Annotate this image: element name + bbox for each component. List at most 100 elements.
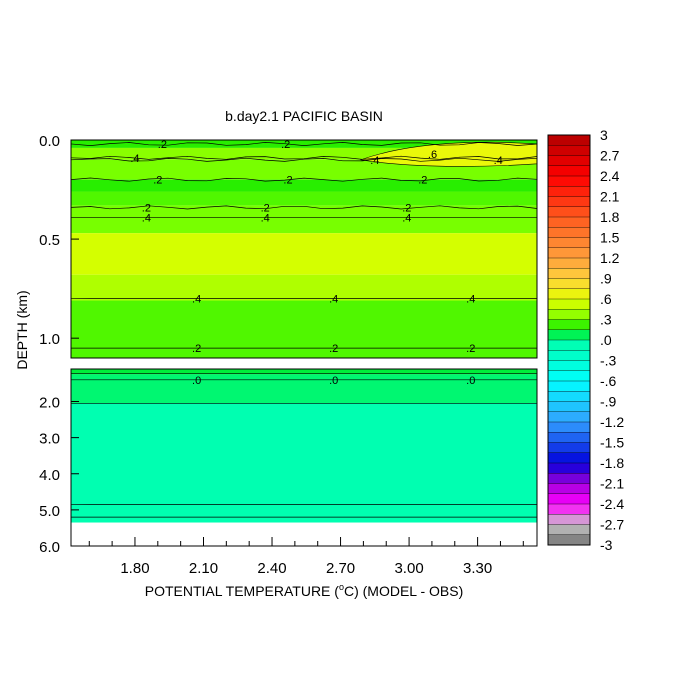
colorbar-swatch: [548, 268, 590, 279]
y-axis: 0.0 0.5 1.0 2.0 3.0 4.0 5.0 6.0: [39, 133, 79, 556]
colorbar-frame: [547, 134, 591, 546]
colorbar-swatch: [548, 514, 590, 525]
colorbar-swatch: [548, 391, 590, 402]
contour-label: .4: [494, 155, 503, 167]
colorbar-label: -3: [600, 537, 613, 553]
colorbar-swatch: [548, 401, 590, 413]
warm-patch-label: .6: [428, 149, 437, 161]
contour-label: .2: [466, 343, 475, 355]
colorbar-label: .6: [600, 291, 612, 307]
depth-band-9: [71, 369, 537, 375]
contour-line-0: [70, 142, 538, 146]
contour-label: .4: [370, 155, 379, 167]
colorbar-label: -1.2: [600, 414, 624, 430]
colorbar-swatch: [548, 473, 590, 484]
x-axis-label-degree: o: [339, 582, 344, 592]
colorbar-swatch: [548, 381, 590, 392]
colorbar-swatch: [548, 452, 590, 464]
colorbar-label: -2.7: [600, 517, 624, 533]
contour-label: .4: [466, 294, 475, 306]
colorbar-swatch: [548, 463, 590, 474]
colorbar: 3 2.7 2.4 2.1 1.8 1.5 1.2 .9 .6 .3 .0 -.3 -.6 -.9 -1.2…: [547, 127, 624, 553]
contour-line-1: [70, 155, 538, 160]
colorbar-swatch: [548, 340, 590, 351]
colorbar-swatch: [548, 165, 590, 177]
colorbar-label: .9: [600, 271, 612, 287]
colorbar-swatch: [548, 493, 590, 505]
colorbar-swatch: [548, 247, 590, 259]
colorbar-swatch: [548, 186, 590, 197]
contour-label: .4: [142, 212, 151, 224]
colorbar-label: 2.4: [600, 168, 620, 184]
contour-label: .2: [418, 175, 427, 187]
contour-label: .2: [261, 202, 270, 214]
contour-label: .4: [402, 212, 411, 224]
colorbar-swatch: [548, 442, 590, 454]
colorbar-swatch: [548, 288, 590, 300]
colorbar-label: -1.5: [600, 435, 624, 451]
colorbar-label: -2.1: [600, 476, 624, 492]
contour-label: .4: [130, 153, 139, 165]
colorbar-label: 3: [600, 127, 608, 143]
lower-panel-frame: [70, 368, 538, 547]
colorbar-label: -.6: [600, 373, 617, 389]
colorbar-label: -.3: [600, 353, 617, 369]
colorbar-swatch: [548, 309, 590, 320]
colorbar-swatch: [548, 524, 590, 536]
colorbar-swatch: [548, 206, 590, 218]
colorbar-swatch: [548, 237, 590, 249]
x-tick-label: 2.70: [326, 560, 355, 577]
colorbar-swatch: [548, 135, 590, 146]
depth-band-5: [71, 205, 537, 234]
colorbar-swatch: [548, 329, 590, 341]
contour-label: .2: [192, 343, 201, 355]
colorbar-label: 1.5: [600, 230, 620, 246]
colorbar-swatch: [548, 176, 590, 187]
contour-label: .2: [281, 139, 290, 151]
y-tick-label: 2.0: [39, 395, 60, 412]
colorbar-swatch: [548, 411, 590, 423]
contour-label: .2: [402, 202, 411, 214]
colorbar-label: .0: [600, 332, 612, 348]
depth-band-0: [71, 140, 537, 148]
y-tick-label: 0.5: [39, 232, 60, 249]
contour-label: .2: [153, 175, 162, 187]
colorbar-label: .3: [600, 312, 612, 328]
depth-band-6: [71, 233, 537, 275]
contour-label: .2: [283, 175, 292, 187]
colorbar-swatch: [548, 432, 590, 443]
contour-label: .2: [158, 139, 167, 151]
contour-line-3: [70, 177, 538, 182]
depth-band-1: [71, 147, 537, 160]
colorbar-swatch: [548, 360, 590, 372]
contour-label: .2: [329, 343, 338, 355]
depth-band-11: [71, 403, 537, 523]
y-axis-label: DEPTH (km): [14, 290, 30, 369]
contour-label: .2: [142, 202, 151, 214]
contour-label: .0: [192, 375, 201, 387]
x-axis-label-unit: C: [344, 583, 354, 599]
colorbar-label: -1.8: [600, 455, 624, 471]
colorbar-swatch: [548, 534, 590, 546]
y-tick-label: 5.0: [39, 503, 60, 520]
upper-panel-frame: [70, 139, 538, 359]
x-tick-label: 1.80: [120, 560, 149, 577]
colorbar-swatch: [548, 504, 590, 515]
contour-line-2: [70, 157, 538, 162]
colorbar-label: -.9: [600, 394, 617, 410]
colorbar-swatch: [548, 278, 590, 290]
y-tick-label: 0.0: [39, 133, 60, 150]
x-axis-label-prefix: POTENTIAL TEMPERATURE (: [145, 583, 340, 599]
contour-line-4: [70, 205, 538, 210]
colorbar-swatch: [548, 350, 590, 361]
x-tick-label: 3.30: [463, 560, 492, 577]
contour-label: .0: [329, 375, 338, 387]
y-tick-label: 3.0: [39, 431, 60, 448]
x-axis-label-suffix: ) (MODEL - OBS): [354, 583, 463, 599]
colorbar-label: 2.7: [600, 148, 620, 164]
upper-panel: .6.2.2.4.4.4.2.2.2.2.2.2.4.4.4.4.4.4.2.2…: [70, 139, 538, 359]
contour-label: .4: [192, 294, 201, 306]
x-tick-label: 3.00: [394, 560, 423, 577]
colorbar-label: -2.4: [600, 496, 624, 512]
